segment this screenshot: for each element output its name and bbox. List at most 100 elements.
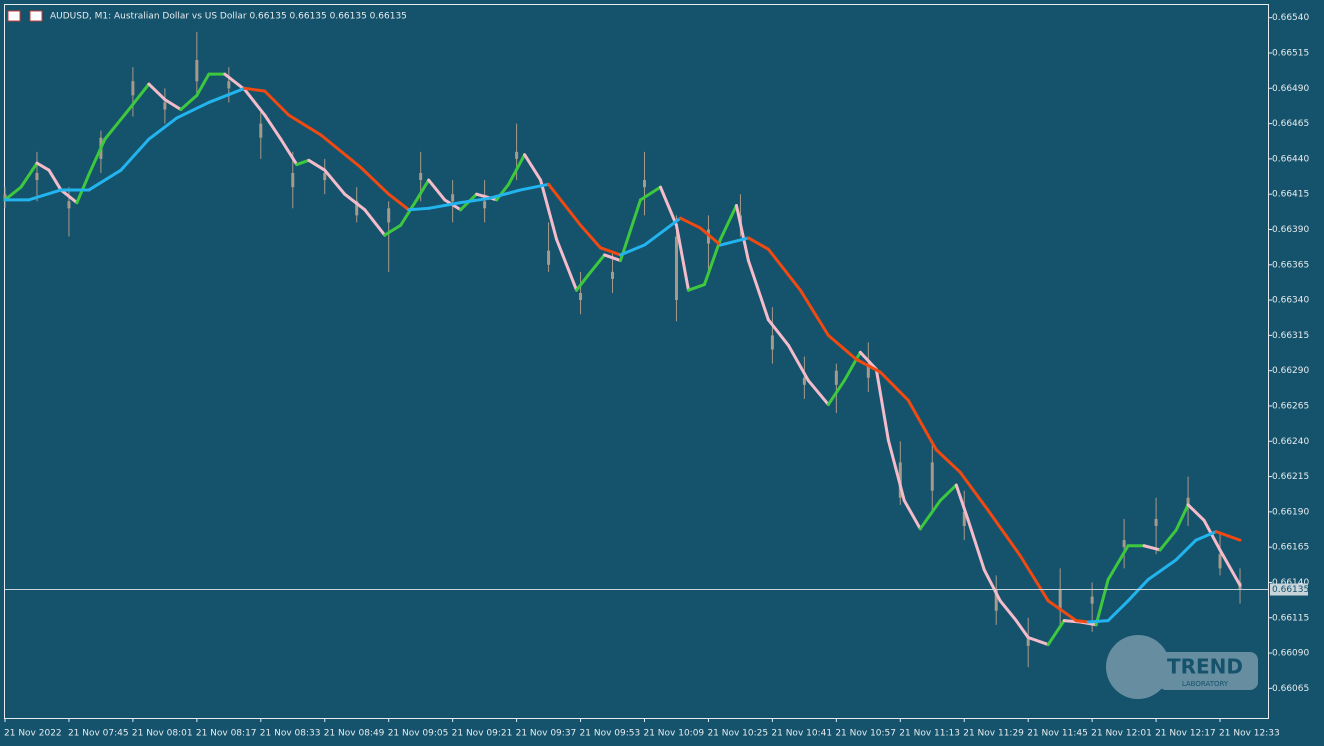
x-tick-label: 21 Nov 09:21 — [452, 729, 513, 739]
indicator-segment — [826, 379, 846, 407]
logo-name: TREND — [1167, 655, 1243, 679]
indicator-segment — [427, 178, 447, 202]
x-tick-label: 21 Nov 08:49 — [324, 729, 385, 739]
candle-body — [1122, 540, 1126, 548]
candle-body — [547, 250, 551, 265]
indicator-segment — [686, 283, 706, 292]
indicator-segment — [1106, 599, 1130, 623]
indicator-segment — [579, 223, 603, 250]
indicator-segment — [603, 253, 623, 263]
x-tick-label: 21 Nov 08:33 — [260, 729, 321, 739]
x-tick-label: 21 Nov 09:53 — [580, 729, 641, 739]
x-tick-label: 21 Nov 09:37 — [516, 729, 577, 739]
candle-body — [579, 293, 583, 301]
indicator-segment — [1126, 578, 1150, 603]
x-tick-label: 21 Nov 10:41 — [771, 729, 832, 739]
indicator-segment — [886, 438, 906, 503]
candle-body — [930, 462, 934, 491]
indicator-segment — [295, 158, 311, 167]
indicator-segment — [878, 370, 910, 402]
indicator-segment — [179, 93, 199, 111]
indicator-segment — [487, 188, 523, 200]
y-tick-label: 0.66465 — [1272, 119, 1309, 129]
indicator-segment — [766, 318, 790, 347]
indicator-segment — [986, 508, 1022, 558]
y-tick-label: 0.66215 — [1272, 472, 1309, 482]
x-tick-label: 21 Nov 11:29 — [963, 729, 1024, 739]
indicator-segment — [399, 198, 419, 227]
indicator-segment — [587, 253, 607, 277]
indicator-segment — [475, 192, 499, 202]
x-tick-label: 21 Nov 07:45 — [68, 729, 129, 739]
y-tick-label: 0.66190 — [1272, 507, 1309, 517]
candle-body — [355, 201, 359, 216]
x-tick-label: 21 Nov 08:01 — [132, 729, 193, 739]
logo-plate — [1158, 652, 1258, 690]
indicator-segment — [243, 88, 267, 117]
indicator-segment — [1158, 528, 1178, 552]
indicator-segment — [243, 86, 267, 93]
candle-body — [770, 335, 774, 350]
candle-body — [419, 173, 423, 181]
candle-body — [962, 511, 966, 526]
indicator-segment — [858, 350, 878, 371]
x-tick-label: 21 Nov 10:09 — [643, 729, 704, 739]
candle-body — [802, 377, 806, 385]
indicator-segment — [87, 168, 123, 192]
y-tick-label: 0.66490 — [1272, 84, 1309, 94]
y-tick-label: 0.66365 — [1272, 260, 1309, 270]
indicator-segment — [507, 153, 527, 186]
indicator-segment — [1074, 619, 1090, 624]
indicator-segment — [619, 198, 642, 263]
candle-body — [994, 589, 998, 611]
indicator-segment — [359, 165, 391, 196]
y-tick-label: 0.66065 — [1272, 684, 1309, 694]
indicator-segment — [195, 72, 211, 97]
indicator-segment — [1174, 503, 1190, 532]
indicator-segment — [575, 273, 591, 292]
candle-body — [1218, 554, 1222, 569]
indicator-segment — [954, 483, 970, 522]
indicator-segment — [459, 196, 491, 205]
indicator-segment — [35, 161, 51, 172]
candle-body — [1154, 518, 1158, 526]
indicator-segment — [599, 246, 623, 257]
x-tick-label: 21 Nov 12:17 — [1155, 729, 1216, 739]
y-tick-label: 0.66415 — [1272, 190, 1309, 200]
indicator-segment — [718, 236, 750, 247]
x-tick-label: 21 Nov 11:13 — [899, 729, 960, 739]
candle-body — [1058, 589, 1062, 611]
indicator-segment — [279, 137, 299, 167]
chart-title: AUDUSD, M1: Australian Dollar vs US Doll… — [50, 12, 407, 22]
indicator-segment — [19, 161, 39, 189]
candle-body — [387, 208, 391, 223]
candle-body — [227, 81, 231, 89]
indicator-segment — [207, 86, 247, 104]
candle-body — [834, 370, 838, 385]
indicator-segment — [3, 185, 23, 202]
current-price-label: 0.66135 — [1272, 585, 1309, 595]
indicator-segment — [958, 470, 990, 512]
indicator-segment — [678, 216, 702, 230]
indicator-segment — [658, 185, 678, 227]
indicator-segment — [427, 201, 463, 210]
indicator-segment — [1086, 619, 1110, 624]
indicator-segment — [363, 208, 387, 237]
x-tick-label: 21 Nov 09:05 — [388, 729, 449, 739]
menu-icon[interactable] — [7, 10, 21, 22]
y-tick-label: 0.66140 — [1272, 578, 1309, 588]
indicator-segment — [1218, 548, 1242, 587]
indicator-segment — [343, 192, 367, 212]
indicator-segment — [27, 188, 63, 202]
y-tick-label: 0.66515 — [1272, 49, 1309, 59]
y-tick-label: 0.66115 — [1272, 613, 1309, 623]
indicator-segment — [87, 137, 107, 176]
indicator-segment — [519, 182, 551, 192]
indicator-segment — [387, 192, 411, 212]
indicator-segment — [982, 568, 1002, 603]
chart-icon[interactable] — [29, 10, 43, 22]
logo-tagline: LABORATORY — [1182, 680, 1229, 688]
candle-body — [195, 60, 199, 82]
